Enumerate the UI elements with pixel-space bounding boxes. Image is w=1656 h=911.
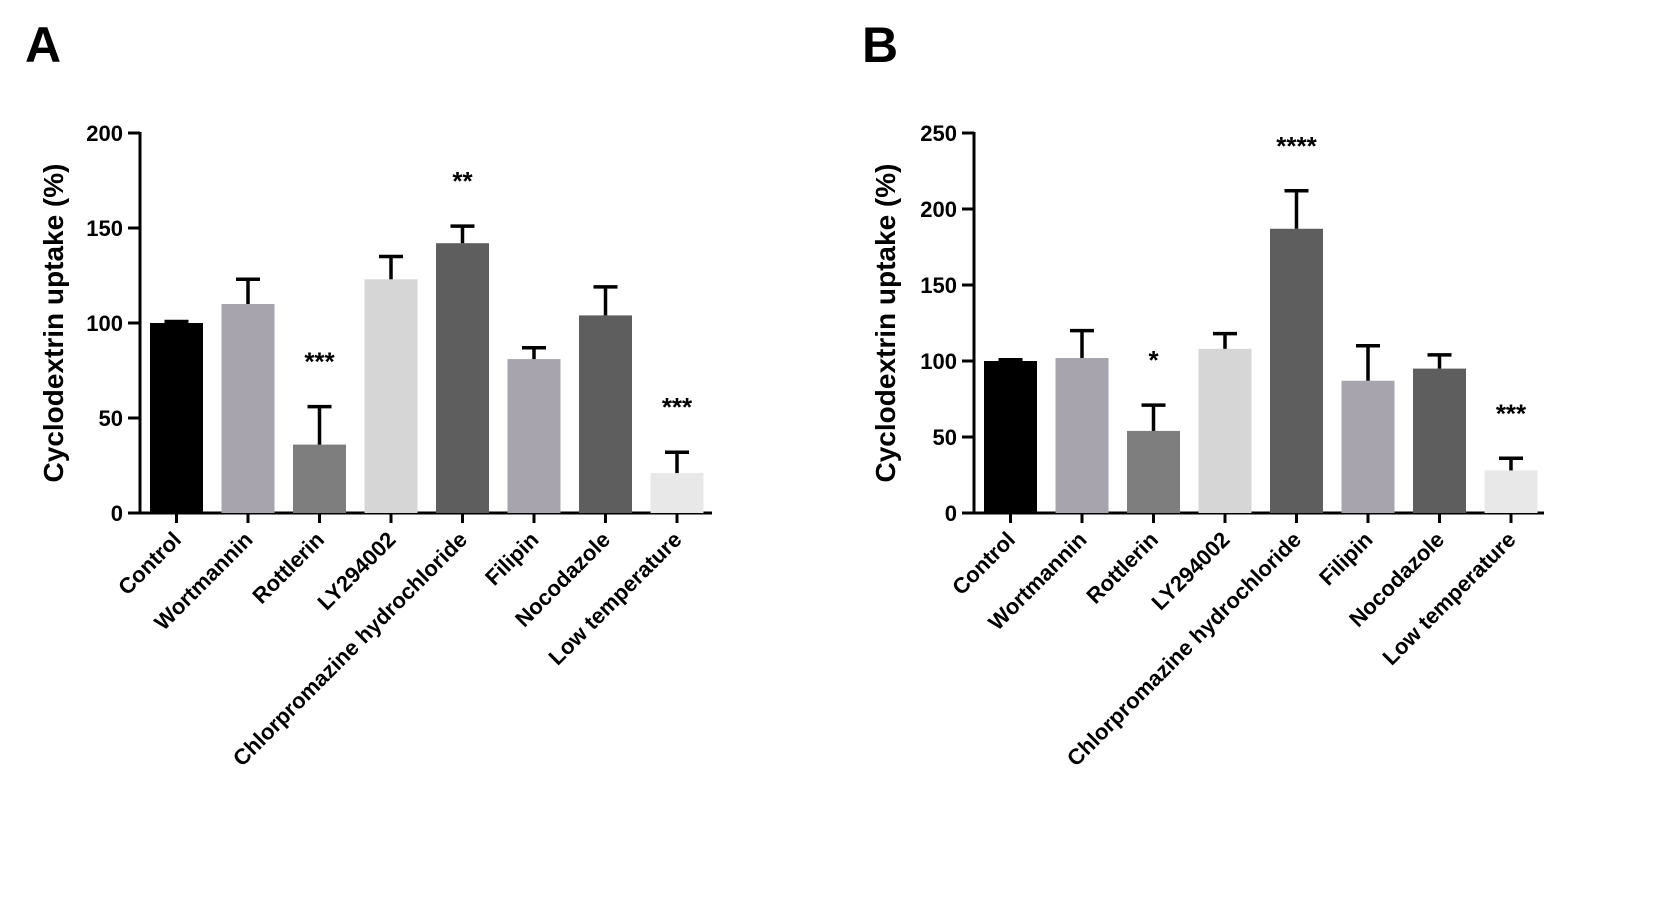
- y-tick-label: 200: [86, 121, 123, 146]
- bar: [436, 243, 489, 513]
- significance-label: ***: [304, 347, 335, 377]
- y-tick-label: 250: [920, 121, 957, 146]
- bar: [1127, 430, 1180, 513]
- significance-label: ***: [662, 392, 693, 422]
- y-axis-title: Cyclodextrin uptake (%): [870, 164, 901, 483]
- bar: [364, 279, 418, 513]
- bar: [221, 304, 275, 513]
- category-label: Control: [113, 527, 186, 600]
- bar: [150, 323, 203, 513]
- category-label: Low temperature: [544, 527, 687, 670]
- panel-label: A: [25, 17, 61, 73]
- panel-label: B: [862, 17, 898, 73]
- significance-label: ***: [1496, 398, 1527, 428]
- y-tick-label: 100: [86, 311, 123, 336]
- category-label: Filipin: [480, 527, 543, 590]
- bar: [293, 444, 346, 513]
- category-label: Low temperature: [1378, 527, 1521, 670]
- bar: [1270, 228, 1323, 513]
- y-tick-label: 50: [933, 425, 957, 450]
- y-tick-label: 150: [920, 273, 957, 298]
- bar: [650, 473, 704, 513]
- y-tick-label: 200: [920, 197, 957, 222]
- y-tick-label: 150: [86, 216, 123, 241]
- bar: [1484, 470, 1538, 513]
- y-tick-label: 50: [99, 406, 123, 431]
- bar: [1198, 348, 1252, 513]
- significance-label: *: [1148, 345, 1159, 375]
- y-tick-label: 0: [945, 501, 957, 526]
- bar: [1341, 380, 1395, 513]
- y-axis-title: Cyclodextrin uptake (%): [38, 164, 69, 483]
- y-tick-label: 0: [111, 501, 123, 526]
- bar: [507, 359, 561, 513]
- category-label: Filipin: [1314, 527, 1377, 590]
- panel-b: B 0 50 100 150 200 250 Cyclodextrin uptake (%) C…: [862, 17, 1544, 771]
- y-tick-label: 100: [920, 349, 957, 374]
- bar: [1413, 368, 1466, 513]
- category-label: Control: [947, 527, 1020, 600]
- significance-label: **: [452, 166, 473, 196]
- bar: [1055, 357, 1109, 513]
- panel-a: A 0 50 100 150 200 Cyclodextrin uptake (%) Cont…: [25, 17, 712, 771]
- bar: [579, 315, 632, 513]
- significance-label: ****: [1276, 131, 1317, 161]
- bar: [984, 361, 1037, 513]
